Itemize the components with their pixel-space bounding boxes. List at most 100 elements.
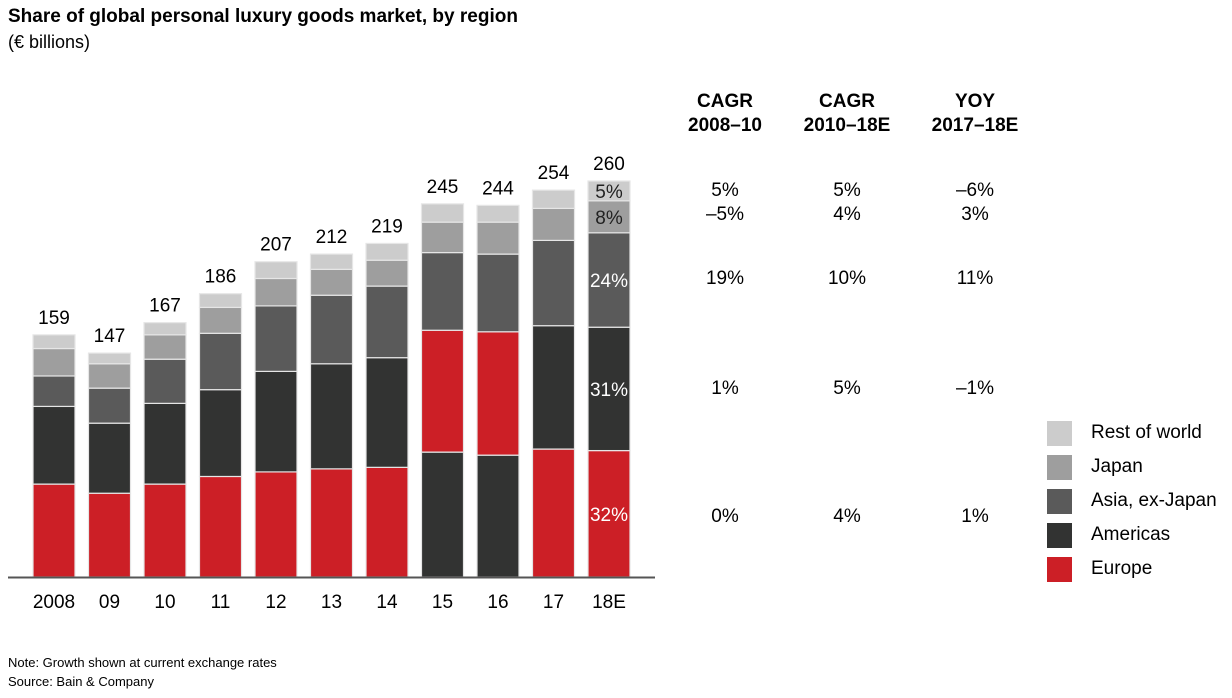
table-cell: 4% bbox=[833, 204, 861, 225]
table-cell: 11% bbox=[956, 268, 994, 289]
table-header-cagr-2008-10: CAGR 2008–10 bbox=[688, 91, 762, 136]
bar-segment-americas bbox=[254, 370, 298, 473]
bar-segment-europe bbox=[87, 492, 132, 578]
legend: Rest of world Japan Asia, ex-Japan Ameri… bbox=[1047, 416, 1217, 586]
x-tick-label: 2008 bbox=[33, 592, 75, 613]
total-label: 186 bbox=[205, 267, 237, 288]
bar-segment-rest-of-world bbox=[309, 253, 354, 270]
table-cell: 4% bbox=[833, 506, 861, 527]
bar-segment-asia-ex-japan bbox=[143, 358, 187, 404]
table-cell: 5% bbox=[833, 378, 861, 399]
bar-segment-rest-of-world bbox=[531, 189, 576, 210]
table-cell: 1% bbox=[961, 506, 989, 527]
bar-segment-asia-ex-japan bbox=[87, 387, 132, 424]
x-tick-label: 12 bbox=[265, 592, 286, 613]
x-tick-label: 14 bbox=[376, 592, 398, 613]
total-label: 159 bbox=[38, 308, 70, 329]
bar-segment-asia-ex-japan bbox=[587, 232, 631, 328]
stacked-bar-chart: 159 2008 147 09 167 10 186 11 207 12 212 13 219 14 245… bbox=[8, 154, 655, 613]
table-cell: 1% bbox=[711, 378, 739, 399]
total-label: 219 bbox=[371, 216, 403, 237]
bar-segment-asia-ex-japan bbox=[365, 285, 409, 359]
table-cell: 3% bbox=[961, 204, 989, 225]
bar-segment-europe bbox=[254, 471, 298, 578]
bar-segment-japan bbox=[198, 306, 243, 334]
share-label: 24% bbox=[590, 271, 628, 292]
bar-segment-rest-of-world bbox=[476, 204, 520, 223]
bar-segment-europe bbox=[365, 466, 409, 578]
x-tick-label: 16 bbox=[487, 592, 508, 613]
total-label: 147 bbox=[94, 326, 126, 347]
x-tick-label: 15 bbox=[432, 592, 453, 613]
bar-segment-rest-of-world bbox=[87, 352, 132, 365]
bar-segment-americas bbox=[143, 402, 187, 485]
table-cell: 19% bbox=[705, 268, 745, 289]
total-label: 167 bbox=[149, 296, 181, 317]
total-label: 254 bbox=[538, 163, 570, 184]
table-cell: –1% bbox=[955, 378, 995, 399]
bar-segment-asia-ex-japan bbox=[198, 332, 243, 391]
total-label: 244 bbox=[482, 178, 514, 199]
x-tick-label: 10 bbox=[154, 592, 175, 613]
legend-item-japan: Japan bbox=[1047, 450, 1217, 484]
table-cell: 5% bbox=[711, 180, 739, 201]
bar-segment-asia-ex-japan bbox=[254, 305, 298, 372]
bar-segment-japan bbox=[531, 207, 576, 242]
legend-item-americas: Americas bbox=[1047, 518, 1217, 552]
table-header-cagr-2010-18: CAGR 2010–18E bbox=[803, 91, 891, 136]
bar-segment-americas bbox=[476, 454, 520, 578]
x-tick-label: 09 bbox=[99, 592, 120, 613]
bar-segment-americas bbox=[420, 451, 465, 578]
bar-segment-asia-ex-japan bbox=[309, 294, 354, 365]
bar-segment-europe bbox=[420, 329, 465, 453]
bar-segment-asia-ex-japan bbox=[531, 239, 576, 327]
bar-segment-rest-of-world bbox=[198, 293, 243, 309]
legend-item-europe: Europe bbox=[1047, 552, 1217, 586]
bar-segment-europe bbox=[587, 449, 631, 578]
bar-segment-europe bbox=[309, 468, 354, 578]
table-cell: 0% bbox=[711, 506, 739, 527]
legend-item-asia: Asia, ex-Japan bbox=[1047, 484, 1217, 518]
bar-segment-rest-of-world bbox=[143, 322, 187, 336]
x-tick-label: 11 bbox=[211, 592, 231, 613]
footnote-source: Source: Bain & Company bbox=[8, 674, 154, 689]
bar-segment-asia-ex-japan bbox=[32, 375, 76, 408]
bar-segment-asia-ex-japan bbox=[476, 253, 520, 333]
share-label: 8% bbox=[595, 208, 623, 229]
x-tick-label: 18E bbox=[592, 592, 626, 613]
bar-segment-americas bbox=[87, 422, 132, 494]
bar-segment-europe bbox=[531, 448, 576, 578]
bar-segment-japan bbox=[309, 268, 354, 296]
bar-segment-rest-of-world bbox=[587, 180, 631, 202]
bar-segment-rest-of-world bbox=[32, 334, 76, 350]
bar-segment-asia-ex-japan bbox=[420, 251, 465, 331]
bar-segment-europe bbox=[143, 483, 187, 578]
legend-item-rest-of-world: Rest of world bbox=[1047, 416, 1217, 450]
share-label: 5% bbox=[595, 182, 623, 203]
table-cell: –5% bbox=[705, 204, 745, 225]
table-cell: –6% bbox=[955, 180, 995, 201]
bar-segment-europe bbox=[32, 483, 76, 578]
total-label: 245 bbox=[427, 177, 459, 198]
table-cell: 10% bbox=[827, 268, 867, 289]
bar-segment-europe bbox=[476, 331, 520, 456]
total-label: 260 bbox=[593, 154, 625, 175]
bar-segment-japan bbox=[476, 221, 520, 255]
footnote-note: Note: Growth shown at current exchange r… bbox=[8, 655, 277, 670]
bar-segment-americas bbox=[587, 326, 631, 452]
bar-segment-japan bbox=[143, 334, 187, 360]
total-label: 207 bbox=[260, 235, 292, 256]
bar-segment-americas bbox=[198, 389, 243, 478]
bar-segment-rest-of-world bbox=[420, 203, 465, 223]
chart-title: Share of global personal luxury goods ma… bbox=[8, 6, 518, 27]
table-cell: 5% bbox=[833, 180, 861, 201]
total-label: 212 bbox=[316, 227, 348, 248]
bar-segment-europe bbox=[198, 475, 243, 578]
bar-segment-americas bbox=[309, 363, 354, 470]
bar-segment-americas bbox=[365, 357, 409, 468]
bar-segment-japan bbox=[87, 363, 132, 389]
bar-segment-americas bbox=[531, 325, 576, 450]
chart-subtitle: (€ billions) bbox=[8, 32, 91, 52]
bar-segment-japan bbox=[254, 277, 298, 307]
bar-segment-japan bbox=[32, 347, 76, 377]
